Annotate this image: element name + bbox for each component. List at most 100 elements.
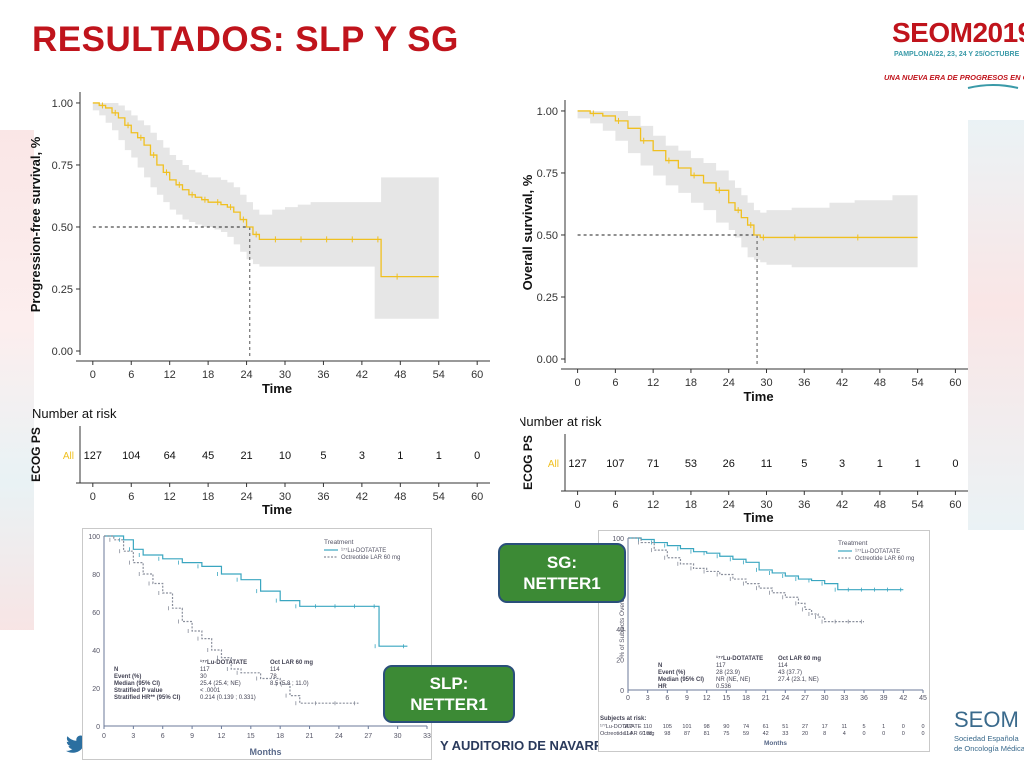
x-tick-label: 9 <box>190 733 194 740</box>
slp-badge-line1: SLP: <box>429 674 469 693</box>
risk-x-tick-label: 48 <box>874 499 886 511</box>
x-tick-label: 6 <box>161 733 165 740</box>
summary-cell: 117 <box>200 667 210 673</box>
logo-line1-text: PAMPLONA/22, 23, 24 Y 25/OCTUBRE <box>894 51 1020 58</box>
sg-netter1-badge: SG: NETTER1 <box>498 543 626 603</box>
y-tick-label: 100 <box>88 534 100 541</box>
x-tick-label: 24 <box>335 733 343 740</box>
ci-band <box>577 110 918 268</box>
risk-x-axis-title: Time <box>743 510 773 525</box>
seom2019-logo: SEOM2019 PAMPLONA/22, 23, 24 Y 25/OCTUBR… <box>884 17 1024 89</box>
octreotide-curve <box>628 537 864 623</box>
risk-x-tick-label: 24 <box>723 499 735 511</box>
y-tick-label: 40 <box>616 627 624 634</box>
octreotide-curve <box>104 535 359 704</box>
y-tick-label: 20 <box>616 658 624 665</box>
summary-cell: 78 <box>270 674 277 680</box>
risk-value: 90 <box>723 724 729 730</box>
x-tick-label: 18 <box>742 695 750 702</box>
risk-value: 5 <box>320 450 326 462</box>
x-tick-label: 30 <box>821 695 829 702</box>
risk-table-header: Subjects at risk: <box>600 716 646 722</box>
logo-bottom-line2: de Oncología Médica <box>954 744 1024 753</box>
y-tick-label: 0.50 <box>537 230 558 242</box>
x-tick-label: 54 <box>912 377 924 389</box>
x-tick-label: 30 <box>760 377 772 389</box>
risk-value: 108 <box>643 731 652 737</box>
y-tick-label: 0.75 <box>537 168 558 180</box>
x-tick-label: 24 <box>723 377 735 389</box>
risk-value: 0 <box>952 458 958 470</box>
summary-cell: 30 <box>200 674 207 680</box>
risk-value: 0 <box>902 724 905 730</box>
risk-x-tick-label: 0 <box>90 491 96 503</box>
risk-x-tick-label: 42 <box>836 499 848 511</box>
summary-cell: 114 <box>270 667 280 673</box>
x-tick-label: 0 <box>102 733 106 740</box>
risk-value: 75 <box>723 731 729 737</box>
logo-bottom-line1: Sociedad Española <box>954 734 1019 743</box>
x-tick-label: 12 <box>647 377 659 389</box>
risk-x-tick-label: 12 <box>647 499 659 511</box>
risk-group-label: All <box>548 459 559 470</box>
x-tick-label: 33 <box>840 695 848 702</box>
summary-cell: NR (NE, NE) <box>716 677 750 683</box>
risk-value: 8 <box>823 731 826 737</box>
x-tick-label: 18 <box>202 369 214 381</box>
summary-row-label: Stratified P value <box>114 688 163 694</box>
km-survival-line <box>92 102 439 278</box>
x-tick-label: 0 <box>90 369 96 381</box>
x-tick-label: 60 <box>471 369 483 381</box>
x-tick-label: 36 <box>798 377 810 389</box>
risk-x-axis-title: Time <box>262 502 292 517</box>
risk-table-header: Number at risk <box>32 406 117 421</box>
x-tick-label: 15 <box>247 733 255 740</box>
x-tick-label: 0 <box>626 695 630 702</box>
summary-row-label: N <box>658 663 662 669</box>
risk-value: 0 <box>474 450 480 462</box>
seom-logo: SEOM Sociedad Española de Oncología Médi… <box>954 707 1024 753</box>
risk-table-header: Number at risk <box>520 414 602 429</box>
x-tick-label: 24 <box>240 369 252 381</box>
x-tick-label: 42 <box>356 369 368 381</box>
risk-value: 0 <box>862 731 865 737</box>
summary-header: Oct LAR 60 mg <box>270 660 313 666</box>
summary-header: ¹⁷⁷Lu-DOTATATE <box>200 659 247 666</box>
risk-y-axis-title: ECOG PS <box>29 427 43 482</box>
x-tick-label: 48 <box>874 377 886 389</box>
summary-header: ¹⁷⁷Lu-DOTATATE <box>716 655 763 662</box>
risk-value: 0 <box>921 731 924 737</box>
risk-x-tick-label: 12 <box>164 491 176 503</box>
summary-row-label: N <box>114 667 118 673</box>
legend-label: ¹⁷⁷Lu-DOTATATE <box>855 548 900 555</box>
risk-y-axis-title: ECOG PS <box>521 435 535 490</box>
risk-value: 45 <box>202 450 214 462</box>
summary-cell: 117 <box>716 663 726 669</box>
risk-value: 42 <box>763 731 769 737</box>
risk-value: 87 <box>684 731 690 737</box>
risk-value: 21 <box>240 450 252 462</box>
risk-x-tick-label: 36 <box>798 499 810 511</box>
x-tick-label: 6 <box>665 695 669 702</box>
risk-value: 114 <box>624 731 633 737</box>
x-tick-label: 42 <box>836 377 848 389</box>
x-tick-label: 6 <box>612 377 618 389</box>
risk-x-tick-label: 42 <box>356 491 368 503</box>
x-tick-label: 27 <box>364 733 372 740</box>
x-tick-label: 24 <box>781 695 789 702</box>
y-tick-label: 1.00 <box>52 98 73 110</box>
x-tick-label: 15 <box>722 695 730 702</box>
risk-value: 127 <box>84 450 102 462</box>
risk-value: 0 <box>921 724 924 730</box>
y-axis-title: Overall survival, % <box>520 174 535 290</box>
summary-header: Oct LAR 60 mg <box>778 656 821 662</box>
y-tick-label: 80 <box>92 572 100 579</box>
x-tick-label: 54 <box>433 369 445 381</box>
risk-x-tick-label: 18 <box>202 491 214 503</box>
summary-cell: 0.214 (0.139 ; 0.331) <box>200 695 256 701</box>
venue-text: Y AUDITORIO DE NAVARRA <box>440 738 613 753</box>
y-axis-title: Progression-free survival, % <box>28 136 43 312</box>
km-os-chart: 0.000.250.500.751.000 6 12 18 24 30 36 42 48 54 60… <box>520 100 968 525</box>
ci-band <box>92 102 439 319</box>
x-tick-label: 12 <box>218 733 226 740</box>
